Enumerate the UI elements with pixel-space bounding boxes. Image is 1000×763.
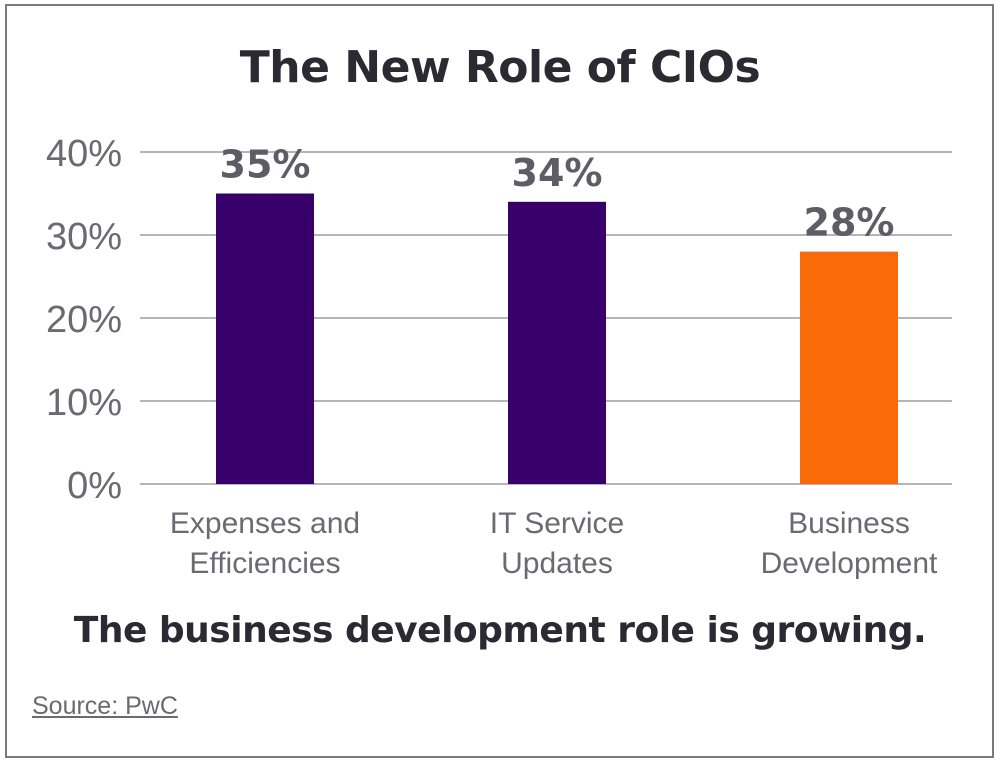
y-tick-label: 30% [46,216,122,258]
y-tick-label: 10% [46,382,122,424]
chart-title: The New Role of CIOs [239,42,761,93]
bar [508,201,606,485]
y-tick-label: 40% [46,133,122,175]
bar [216,193,314,484]
data-label: 34% [512,151,603,195]
source-link[interactable]: Source: PwC [32,692,178,720]
x-tick-label: IT Service [490,507,625,540]
x-tick-label: Efficiencies [189,547,340,580]
x-tick-label: Expenses and [170,507,360,540]
y-tick-label: 20% [46,299,122,341]
x-tick-label: Development [761,547,938,580]
data-label: 28% [804,201,895,245]
bar [800,251,898,484]
x-tick-label: Updates [501,547,613,580]
data-label: 35% [220,143,311,187]
bar-chart: 0% 10% 20% 30% 40% 35% Expenses and Efficiencie… [46,133,952,580]
chart-subtitle: The business development role is growing… [73,610,927,651]
chart-frame [5,4,994,758]
y-tick-label: 0% [67,465,122,507]
x-tick-label: Business [788,507,910,540]
